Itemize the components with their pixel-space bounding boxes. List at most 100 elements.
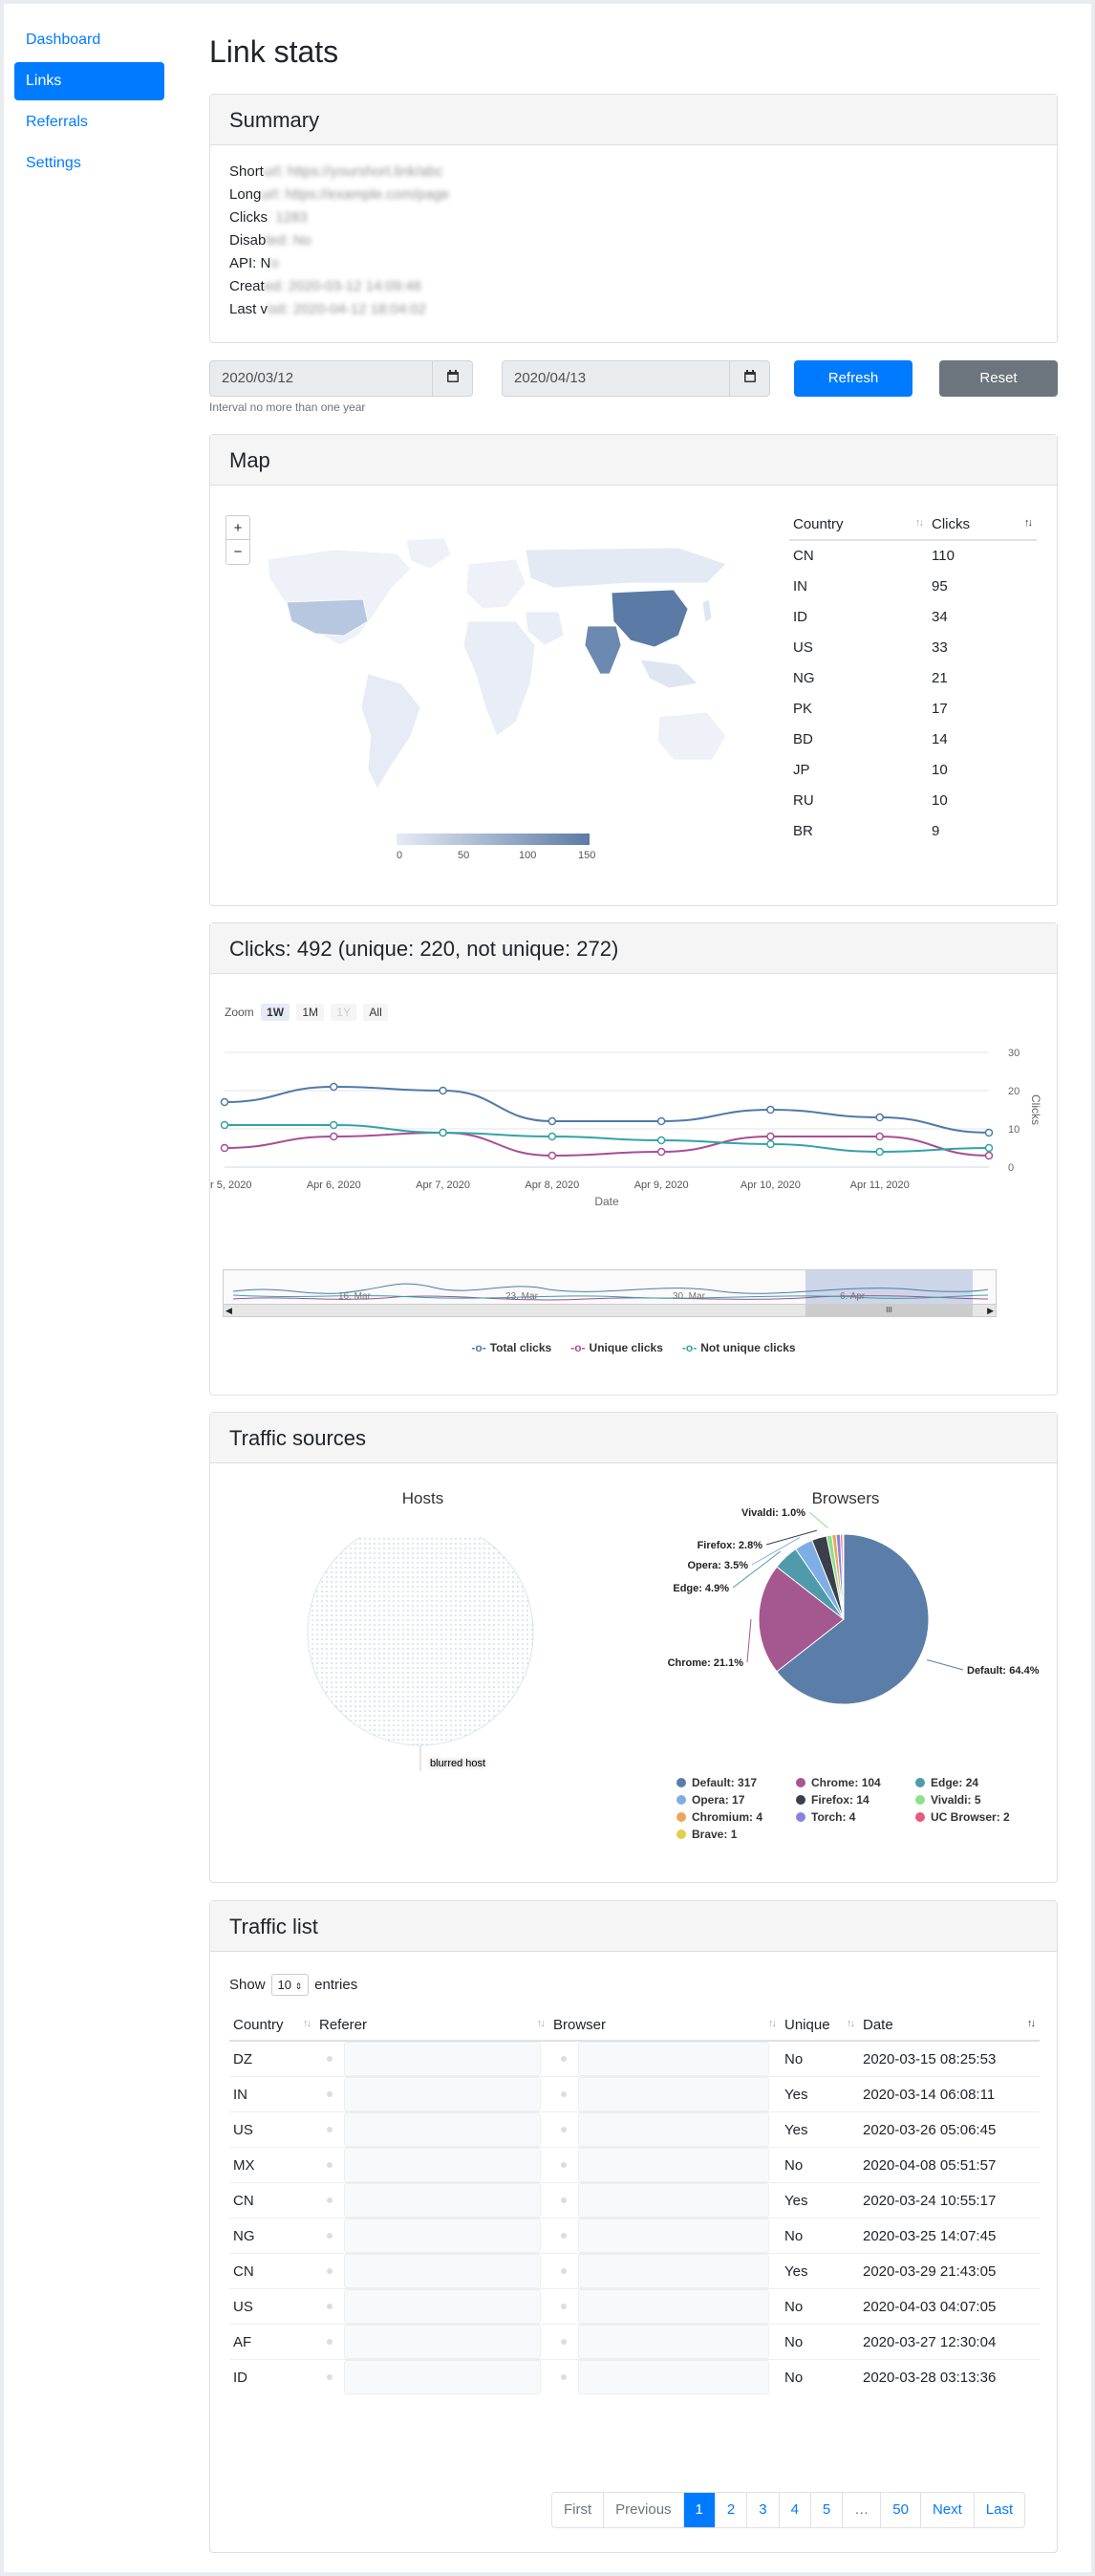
- data-point[interactable]: [548, 1132, 557, 1141]
- clicks-cell: 21: [932, 669, 948, 686]
- date-to-input[interactable]: 2020/04/13: [502, 360, 770, 397]
- data-point[interactable]: [766, 1139, 775, 1149]
- data-point[interactable]: [220, 1097, 229, 1107]
- scrollbar-thumb[interactable]: III: [805, 1305, 973, 1316]
- data-point[interactable]: [330, 1082, 338, 1092]
- data-point[interactable]: [875, 1113, 884, 1122]
- zoom-label: Zoom: [225, 1006, 254, 1019]
- table-row: CN 110: [789, 540, 1037, 571]
- column-header-browser[interactable]: Browser ↑↓: [549, 2010, 781, 2042]
- page-number-button[interactable]: 5: [811, 2493, 844, 2527]
- country-cell: MX: [229, 2147, 315, 2183]
- y-tick-label: 30: [1008, 1048, 1020, 1059]
- map-zoom-out-button[interactable]: −: [233, 544, 243, 560]
- page-first-button[interactable]: First: [552, 2493, 605, 2527]
- pie-connector: [746, 1618, 752, 1663]
- zoom-all-button[interactable]: All: [363, 1004, 388, 1021]
- legend-item[interactable]: Default: 317: [676, 1776, 757, 1789]
- data-point[interactable]: [656, 1116, 666, 1126]
- legend-item[interactable]: Brave: 1: [676, 1828, 737, 1841]
- legend-item[interactable]: Vivaldi: 5: [915, 1793, 981, 1807]
- world-map[interactable]: [229, 530, 774, 817]
- data-point[interactable]: [330, 1120, 338, 1130]
- scroll-right-arrow-icon[interactable]: ▶: [987, 1306, 994, 1315]
- data-point[interactable]: [984, 1143, 994, 1153]
- legend-item[interactable]: Opera: 17: [676, 1793, 744, 1807]
- legend-marker: -o-: [471, 1341, 486, 1354]
- navigator-scrollbar[interactable]: III ◀ ▶: [224, 1304, 996, 1316]
- data-point[interactable]: [439, 1128, 447, 1137]
- data-point[interactable]: [984, 1128, 994, 1137]
- column-header-referer[interactable]: Referer ↑↓: [315, 2010, 549, 2042]
- sort-desc-icon: ↑↓: [1024, 517, 1033, 529]
- page-number-button[interactable]: 1: [683, 2493, 716, 2527]
- legend-item[interactable]: Firefox: 14: [796, 1793, 870, 1807]
- column-header-clicks[interactable]: Clicks ↑↓: [928, 509, 1037, 541]
- legend-item[interactable]: UC Browser: 2: [915, 1810, 1010, 1824]
- page-number-button[interactable]: 4: [780, 2493, 811, 2527]
- page-number-button[interactable]: 2: [716, 2493, 748, 2527]
- data-point[interactable]: [220, 1120, 229, 1130]
- legend-item[interactable]: -o- Unique clicks: [570, 1341, 663, 1354]
- legend-item[interactable]: Torch: 4: [796, 1810, 855, 1824]
- page-last-button[interactable]: Last: [985, 2501, 1014, 2518]
- data-point[interactable]: [330, 1132, 338, 1141]
- data-point[interactable]: [984, 1151, 994, 1160]
- table-row: IN 95: [789, 571, 1037, 601]
- date-from-input[interactable]: 2020/03/12: [209, 360, 473, 397]
- column-header-country[interactable]: Country ↑↓: [229, 2010, 315, 2042]
- page-number-button[interactable]: 50: [881, 2493, 921, 2527]
- calendar-to-button[interactable]: [729, 360, 769, 397]
- data-point[interactable]: [656, 1147, 666, 1157]
- data-point[interactable]: [875, 1132, 884, 1141]
- legend-item[interactable]: Edge: 24: [915, 1776, 978, 1789]
- legend-item[interactable]: -o- Total clicks: [471, 1341, 551, 1354]
- clicks-cell: 10: [932, 761, 948, 778]
- summary-line: Shorturl: https://yourshort.link/abc: [210, 161, 1057, 184]
- calendar-from-button[interactable]: [432, 360, 472, 397]
- clicks-cell: 34: [932, 608, 948, 625]
- calendar-icon: [743, 370, 756, 382]
- legend-value: 24: [965, 1776, 979, 1789]
- data-point[interactable]: [220, 1143, 229, 1153]
- column-header-unique[interactable]: Unique ↑↓: [781, 2010, 859, 2042]
- unique-cell: Yes: [781, 2182, 859, 2219]
- data-point[interactable]: [766, 1105, 775, 1115]
- zoom-1w-button[interactable]: 1W: [261, 1004, 290, 1021]
- legend-item[interactable]: -o- Not unique clicks: [682, 1341, 796, 1354]
- x-tick-label: Apr 5, 2020: [210, 1180, 251, 1191]
- entries-select[interactable]: 10 ⇕: [270, 1974, 310, 1996]
- navigator[interactable]: 16. Mar 23. Mar 30. Mar 6. Apr III ◀ ▶: [223, 1269, 997, 1317]
- legend-item[interactable]: Chromium: 4: [676, 1810, 762, 1824]
- column-header-date[interactable]: Date ↑↓: [859, 2010, 1040, 2042]
- map-australia: [656, 711, 727, 761]
- browser-icon: [561, 2268, 567, 2274]
- page-next-button[interactable]: Next: [921, 2493, 975, 2527]
- pie-slice[interactable]: [776, 1533, 930, 1705]
- sidebar-item-referrals[interactable]: Referrals: [26, 114, 88, 130]
- entries-control: Show 10 ⇕ entries: [229, 1974, 357, 1996]
- referer-cell-redacted: [315, 2218, 549, 2254]
- page-previous-button[interactable]: Previous: [604, 2493, 684, 2527]
- legend-item[interactable]: Chrome: 104: [796, 1776, 881, 1789]
- pie-slice[interactable]: [842, 1533, 845, 1620]
- sidebar-item-links[interactable]: Links: [14, 62, 164, 100]
- zoom-1m-button[interactable]: 1M: [296, 1004, 325, 1021]
- data-point[interactable]: [766, 1132, 775, 1141]
- data-point[interactable]: [548, 1151, 557, 1160]
- sidebar-item-dashboard[interactable]: Dashboard: [26, 32, 101, 48]
- data-point[interactable]: [656, 1136, 666, 1145]
- map-zoom-in-button[interactable]: +: [226, 516, 249, 540]
- pie-slice[interactable]: [758, 1566, 845, 1673]
- scroll-left-arrow-icon[interactable]: ◀: [225, 1306, 232, 1315]
- refresh-button[interactable]: Refresh: [794, 360, 912, 397]
- column-header-country[interactable]: Country ↑↓: [789, 509, 928, 541]
- zoom-1y-button[interactable]: 1Y: [331, 1004, 357, 1021]
- page-number-button[interactable]: 3: [747, 2493, 780, 2527]
- data-point[interactable]: [875, 1147, 884, 1157]
- reset-button[interactable]: Reset: [939, 360, 1058, 397]
- sidebar-item-settings[interactable]: Settings: [26, 155, 81, 171]
- data-point[interactable]: [548, 1116, 557, 1126]
- data-point[interactable]: [439, 1086, 447, 1095]
- map-africa: [462, 620, 536, 737]
